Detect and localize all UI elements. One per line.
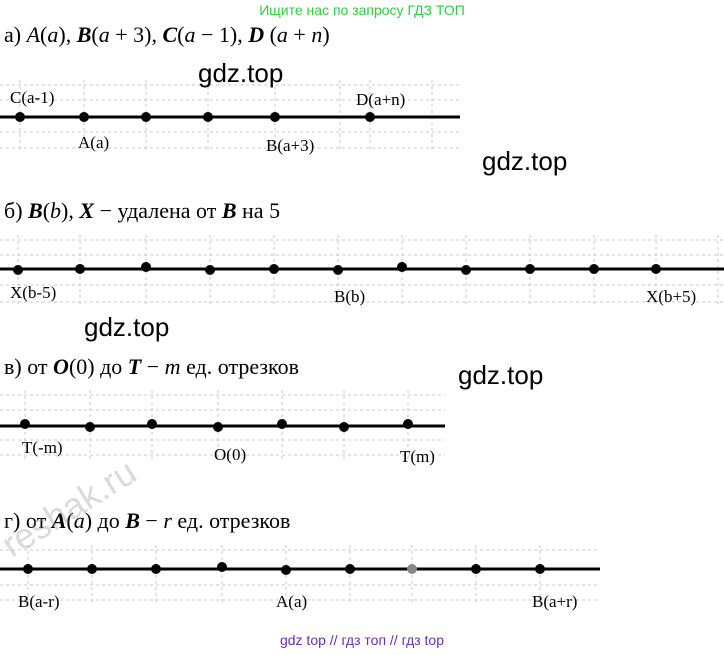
section-c-heading: в) от O(0) до T − m ед. отрезков: [4, 354, 299, 380]
section-b-heading: б) B(b), X − удалена от B на 5: [4, 198, 280, 224]
label-b: B(a+3): [266, 136, 315, 155]
footer-watermark: gdz top // гдз топ // гдз top: [279, 632, 445, 648]
points-a: [15, 112, 375, 122]
label-c: C(a-1): [10, 88, 55, 107]
section-d-expression: от A(a) до B − r ед. отрезков: [25, 508, 291, 533]
label-b-plus-r: B(a+r): [532, 592, 578, 611]
section-d-prefix: г): [4, 508, 21, 533]
label-b-b: B(b): [334, 287, 366, 306]
label-o: O(0): [214, 445, 247, 464]
section-b-expression: B(b), X − удалена от B на 5: [28, 198, 281, 223]
watermark-gdz-2: gdz.top: [482, 146, 568, 176]
watermark-gdz-4: gdz.top: [458, 360, 544, 390]
watermark-gdz-1: gdz.top: [198, 58, 284, 88]
label-t-plus: T(m): [400, 447, 435, 466]
section-c-expression: от O(0) до T − m ед. отрезков: [27, 354, 300, 379]
watermark-gdz-3: gdz.top: [84, 312, 170, 342]
grid-c: [0, 390, 445, 460]
label-t-minus: T(-m): [22, 438, 63, 457]
grid-b: [0, 235, 724, 305]
label-a-a: A(a): [276, 592, 308, 611]
label-a: A(a): [78, 133, 110, 152]
section-b-prefix: б): [4, 198, 23, 223]
grid-a: [0, 80, 460, 150]
section-a-prefix: а): [4, 22, 22, 47]
section-d-heading: г) от A(a) до B − r ед. отрезков: [4, 508, 290, 534]
section-a-heading: а) A(a), B(a + 3), C(a − 1), D (a + n): [4, 22, 330, 48]
label-x-plus: X(b+5): [646, 287, 697, 306]
points-b: [13, 262, 661, 275]
points-d: [23, 562, 545, 575]
label-b-minus-r: B(a-r): [18, 592, 60, 611]
label-x-minus: X(b-5): [10, 283, 57, 302]
points-c: [20, 419, 413, 432]
section-c-prefix: в): [4, 354, 22, 379]
label-d: D(a+n): [356, 90, 406, 109]
top-banner: Ищите нас по запросу ГДЗ ТОП: [259, 2, 465, 18]
section-a-expression: A(a), B(a + 3), C(a − 1), D (a + n): [26, 22, 330, 47]
